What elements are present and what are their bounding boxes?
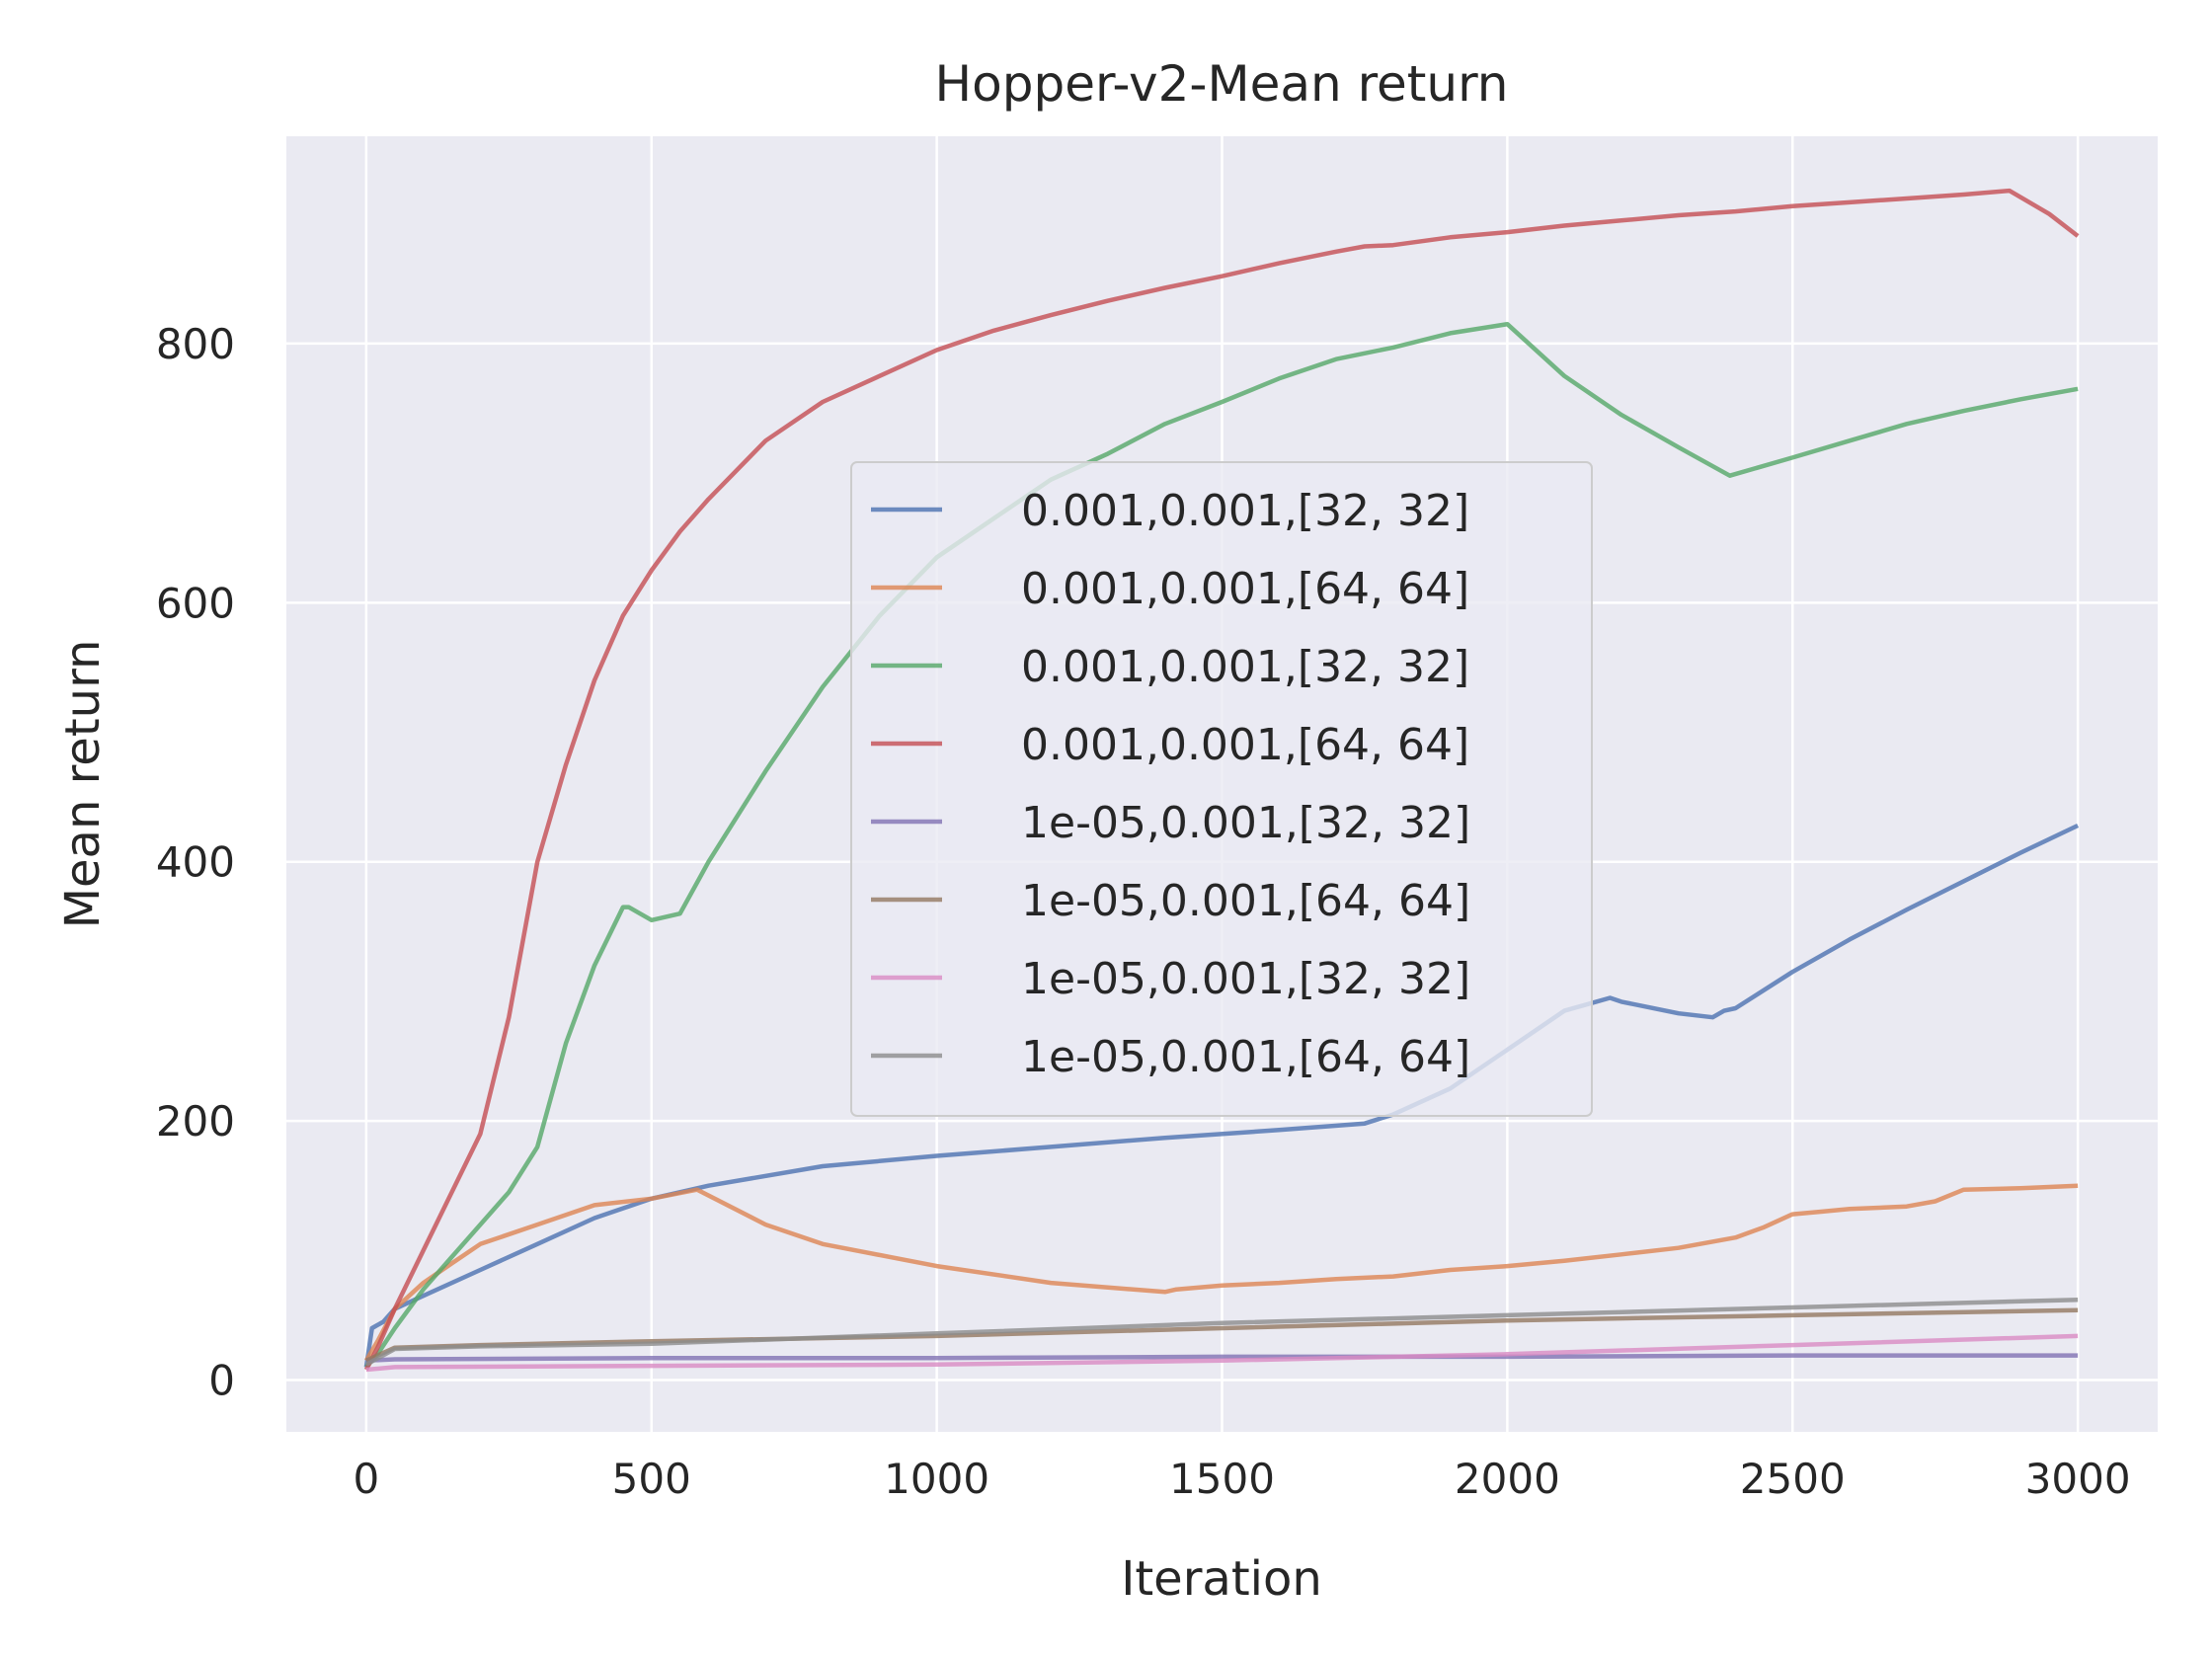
chart-title: Hopper-v2-Mean return (935, 55, 1509, 113)
y-ticks: 0 200 400 600 800 (156, 320, 235, 1405)
legend-box (850, 461, 1593, 1117)
legend-label: 1e-05,0.001,[32, 32] (1021, 798, 1470, 848)
y-tick-label: 0 (208, 1357, 235, 1405)
series-line-5 (365, 1353, 2079, 1364)
y-axis-label: Mean return (55, 640, 111, 929)
legend: 0.001,0.001,[32, 32] 0.001,0.001,[64, 64]… (850, 461, 1593, 1117)
x-ticks: 0 500 1000 1500 2000 2500 3000 (354, 1455, 2131, 1503)
x-tick-label: 2000 (1455, 1455, 1560, 1503)
series-line-4 (363, 188, 2080, 1372)
legend-label: 0.001,0.001,[64, 64] (1021, 720, 1469, 770)
x-tick-label: 1500 (1169, 1455, 1275, 1503)
x-tick-label: 500 (612, 1455, 691, 1503)
legend-label: 0.001,0.001,[32, 32] (1021, 486, 1469, 536)
legend-label: 1e-05,0.001,[64, 64] (1021, 1032, 1470, 1082)
x-tick-label: 2500 (1740, 1455, 1846, 1503)
series-line-1 (363, 823, 2080, 1368)
series-line-7 (365, 1333, 2079, 1373)
legend-label: 0.001,0.001,[64, 64] (1021, 564, 1469, 614)
legend-label: 1e-05,0.001,[32, 32] (1021, 954, 1470, 1004)
y-tick-label: 400 (156, 838, 235, 887)
y-tick-label: 800 (156, 320, 235, 368)
legend-label: 1e-05,0.001,[64, 64] (1021, 876, 1470, 926)
y-tick-label: 200 (156, 1097, 235, 1146)
x-tick-label: 0 (354, 1455, 380, 1503)
x-axis-label: Iteration (1121, 1551, 1322, 1607)
legend-label: 0.001,0.001,[32, 32] (1021, 642, 1469, 692)
series-line-2 (363, 1183, 2079, 1362)
x-tick-label: 1000 (884, 1455, 989, 1503)
x-tick-label: 3000 (2025, 1455, 2131, 1503)
series-line-8 (364, 1297, 2079, 1367)
y-tick-label: 600 (156, 579, 235, 627)
